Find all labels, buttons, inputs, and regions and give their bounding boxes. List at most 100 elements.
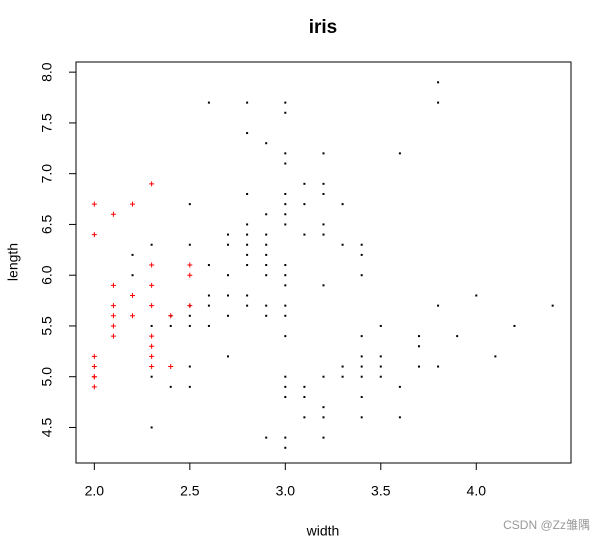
point bbox=[110, 211, 116, 217]
point bbox=[437, 81, 440, 84]
point bbox=[265, 213, 268, 216]
point bbox=[360, 375, 363, 378]
point bbox=[246, 101, 249, 104]
point bbox=[360, 355, 363, 358]
point bbox=[150, 243, 153, 246]
point bbox=[341, 243, 344, 246]
point bbox=[284, 213, 287, 216]
point bbox=[265, 233, 268, 236]
point bbox=[265, 436, 268, 439]
point bbox=[322, 284, 325, 287]
point bbox=[188, 203, 191, 206]
y-tick-label: 5.0 bbox=[39, 367, 55, 387]
point bbox=[322, 233, 325, 236]
point bbox=[150, 324, 153, 327]
point bbox=[246, 253, 249, 256]
point bbox=[456, 335, 459, 338]
point bbox=[149, 364, 155, 370]
point bbox=[227, 233, 230, 236]
y-tick-label: 5.5 bbox=[39, 316, 55, 336]
point bbox=[246, 243, 249, 246]
point bbox=[379, 375, 382, 378]
point bbox=[379, 365, 382, 368]
point bbox=[168, 313, 174, 319]
point bbox=[149, 343, 155, 349]
point bbox=[91, 353, 97, 359]
point bbox=[398, 385, 401, 388]
y-tick-label: 7.5 bbox=[39, 113, 55, 133]
point bbox=[284, 396, 287, 399]
y-axis-label: length bbox=[5, 243, 21, 281]
point bbox=[341, 203, 344, 206]
point bbox=[360, 396, 363, 399]
point bbox=[207, 304, 210, 307]
point bbox=[322, 192, 325, 195]
point bbox=[110, 313, 116, 319]
point bbox=[169, 324, 172, 327]
point bbox=[265, 142, 268, 145]
point bbox=[322, 406, 325, 409]
point bbox=[398, 152, 401, 155]
point bbox=[341, 375, 344, 378]
y-tick-label: 4.5 bbox=[39, 418, 55, 438]
y-tick-label: 8.0 bbox=[39, 62, 55, 82]
point bbox=[303, 182, 306, 185]
point bbox=[130, 201, 136, 207]
point bbox=[207, 101, 210, 104]
point bbox=[398, 416, 401, 419]
point bbox=[284, 162, 287, 165]
point bbox=[284, 223, 287, 226]
point bbox=[284, 203, 287, 206]
point bbox=[227, 355, 230, 358]
point bbox=[284, 264, 287, 267]
point bbox=[265, 304, 268, 307]
point bbox=[494, 355, 497, 358]
point bbox=[188, 324, 191, 327]
point bbox=[360, 243, 363, 246]
point bbox=[110, 323, 116, 329]
point bbox=[360, 416, 363, 419]
point bbox=[207, 264, 210, 267]
point bbox=[284, 152, 287, 155]
point bbox=[149, 333, 155, 339]
point bbox=[322, 416, 325, 419]
point bbox=[303, 233, 306, 236]
point bbox=[131, 253, 134, 256]
point bbox=[169, 385, 172, 388]
point bbox=[188, 365, 191, 368]
x-tick-label: 2.0 bbox=[85, 483, 105, 499]
point bbox=[360, 274, 363, 277]
y-tick-label: 6.5 bbox=[39, 214, 55, 234]
point bbox=[551, 304, 554, 307]
point bbox=[513, 324, 516, 327]
point bbox=[207, 294, 210, 297]
point bbox=[417, 365, 420, 368]
point bbox=[284, 335, 287, 338]
point bbox=[150, 375, 153, 378]
point bbox=[91, 374, 97, 380]
point bbox=[246, 192, 249, 195]
point bbox=[187, 262, 193, 268]
point bbox=[227, 294, 230, 297]
point bbox=[246, 304, 249, 307]
point bbox=[341, 365, 344, 368]
x-tick-label: 4.0 bbox=[467, 483, 487, 499]
point bbox=[437, 365, 440, 368]
point bbox=[110, 282, 116, 288]
point bbox=[246, 233, 249, 236]
point bbox=[188, 243, 191, 246]
point bbox=[91, 384, 97, 390]
point bbox=[303, 416, 306, 419]
point bbox=[322, 152, 325, 155]
point bbox=[149, 282, 155, 288]
point bbox=[188, 314, 191, 317]
point bbox=[227, 243, 230, 246]
point bbox=[188, 385, 191, 388]
point bbox=[246, 294, 249, 297]
point bbox=[284, 192, 287, 195]
point bbox=[360, 365, 363, 368]
point bbox=[227, 314, 230, 317]
point bbox=[91, 201, 97, 207]
point bbox=[284, 284, 287, 287]
